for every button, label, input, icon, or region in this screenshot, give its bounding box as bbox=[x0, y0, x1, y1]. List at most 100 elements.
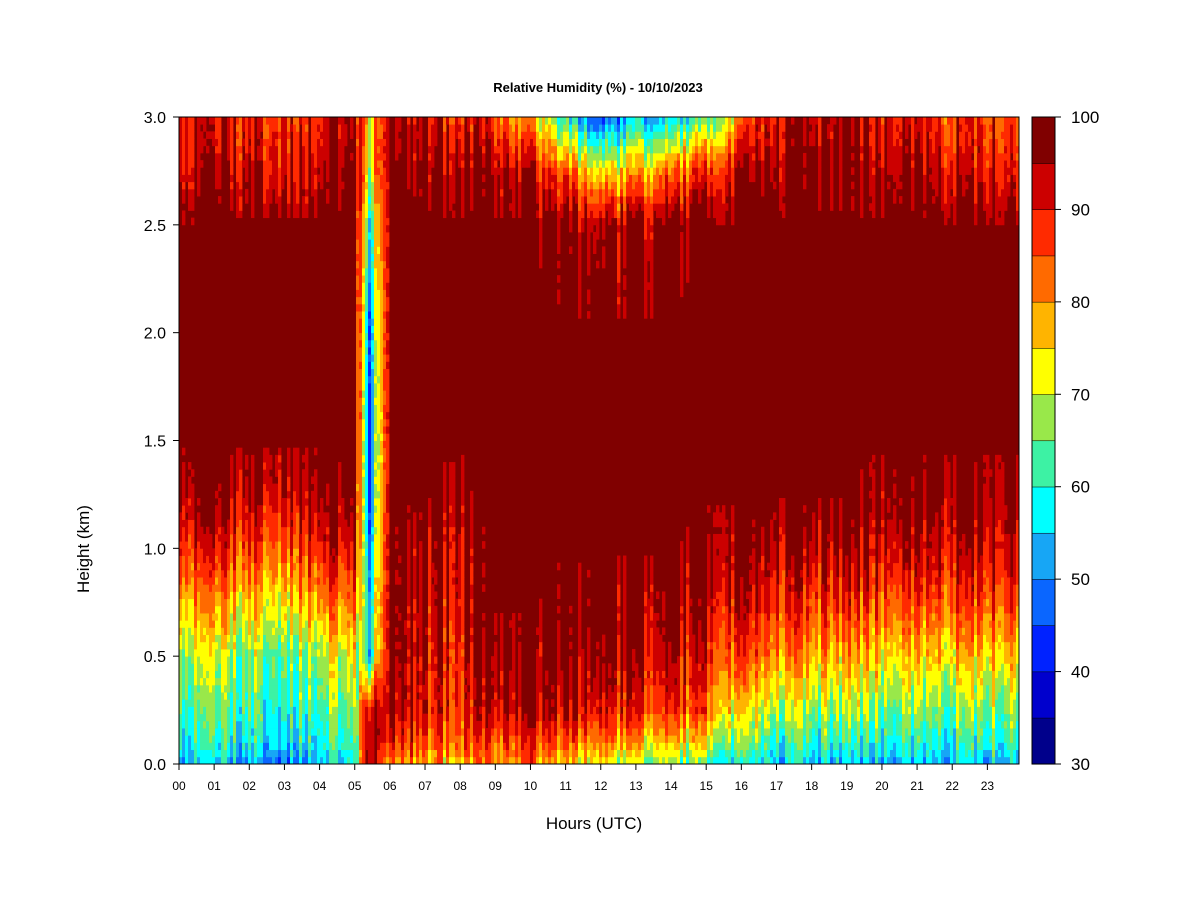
heatmap-cell bbox=[251, 749, 255, 758]
heatmap-cell bbox=[242, 117, 246, 125]
heatmap-cell bbox=[419, 720, 423, 729]
heatmap-cell bbox=[239, 692, 243, 700]
heatmap-cell bbox=[251, 203, 255, 211]
heatmap-cell bbox=[230, 584, 234, 592]
heatmap-cell bbox=[200, 627, 204, 635]
heatmap-cell bbox=[308, 634, 312, 643]
heatmap-cell bbox=[248, 684, 252, 693]
heatmap-cell bbox=[233, 749, 237, 758]
heatmap-cell bbox=[557, 620, 561, 628]
heatmap-cell bbox=[365, 260, 369, 269]
heatmap-cell bbox=[260, 138, 264, 147]
heatmap-cell bbox=[257, 713, 261, 722]
heatmap-cell bbox=[371, 598, 375, 607]
heatmap-cell bbox=[266, 562, 270, 571]
heatmap-cell bbox=[338, 656, 342, 664]
heatmap-cell bbox=[446, 720, 450, 729]
heatmap-cell bbox=[224, 735, 228, 743]
heatmap-cell bbox=[455, 677, 459, 686]
heatmap-cell bbox=[275, 160, 279, 168]
heatmap-cell bbox=[305, 145, 309, 154]
heatmap-cell bbox=[353, 577, 357, 585]
heatmap-cell bbox=[545, 670, 549, 679]
heatmap-cell bbox=[320, 605, 324, 614]
heatmap-cell bbox=[287, 462, 291, 470]
heatmap-cell bbox=[185, 167, 189, 175]
heatmap-cell bbox=[218, 498, 222, 506]
heatmap-cell bbox=[227, 605, 231, 614]
heatmap-cell bbox=[296, 131, 300, 139]
heatmap-cell bbox=[359, 648, 363, 657]
heatmap-cell bbox=[275, 533, 279, 542]
heatmap-cell bbox=[182, 713, 186, 722]
heatmap-cell bbox=[461, 648, 465, 657]
heatmap-cell bbox=[491, 138, 495, 147]
heatmap-cell bbox=[251, 627, 255, 635]
heatmap-cell bbox=[272, 648, 276, 657]
heatmap-cell bbox=[299, 648, 303, 657]
heatmap-cell bbox=[365, 569, 369, 578]
heatmap-cell bbox=[461, 634, 465, 643]
heatmap-cell bbox=[464, 720, 468, 729]
heatmap-cell bbox=[518, 181, 522, 190]
heatmap-cell bbox=[260, 613, 264, 621]
heatmap-cell bbox=[371, 368, 375, 377]
heatmap-cell bbox=[293, 562, 297, 571]
heatmap-cell bbox=[365, 275, 369, 283]
heatmap-cell bbox=[251, 196, 255, 204]
heatmap-cell bbox=[233, 548, 237, 556]
heatmap-cell bbox=[278, 203, 282, 211]
heatmap-cell bbox=[278, 181, 282, 190]
heatmap-cell bbox=[383, 447, 387, 456]
heatmap-cell bbox=[338, 562, 342, 571]
heatmap-cell bbox=[293, 641, 297, 650]
heatmap-cell bbox=[536, 117, 540, 125]
heatmap-cell bbox=[209, 598, 213, 607]
heatmap-cell bbox=[227, 138, 231, 147]
heatmap-cell bbox=[362, 692, 366, 700]
heatmap-cell bbox=[269, 124, 273, 132]
heatmap-cell bbox=[362, 260, 366, 269]
heatmap-cell bbox=[503, 138, 507, 147]
heatmap-cell bbox=[257, 512, 261, 520]
heatmap-cell bbox=[452, 188, 456, 197]
heatmap-cell bbox=[383, 397, 387, 405]
heatmap-cell bbox=[248, 713, 252, 722]
heatmap-cell bbox=[269, 541, 273, 549]
heatmap-cell bbox=[329, 749, 333, 758]
heatmap-cell bbox=[308, 670, 312, 679]
heatmap-cell bbox=[371, 210, 375, 219]
heatmap-cell bbox=[386, 433, 390, 441]
heatmap-cell bbox=[482, 613, 486, 621]
heatmap-cell bbox=[278, 742, 282, 751]
heatmap-cell bbox=[209, 663, 213, 671]
heatmap-cell bbox=[188, 598, 192, 607]
heatmap-cell bbox=[311, 526, 315, 535]
heatmap-cell bbox=[242, 663, 246, 671]
heatmap-cell bbox=[443, 648, 447, 657]
heatmap-cell bbox=[236, 648, 240, 657]
heatmap-cell bbox=[245, 124, 249, 132]
heatmap-cell bbox=[410, 756, 414, 764]
heatmap-cell bbox=[407, 562, 411, 571]
heatmap-cell bbox=[368, 562, 372, 571]
heatmap-cell bbox=[302, 541, 306, 549]
heatmap-cell bbox=[269, 620, 273, 628]
heatmap-cell bbox=[338, 490, 342, 499]
heatmap-cell bbox=[203, 533, 207, 542]
heatmap-cell bbox=[449, 584, 453, 592]
heatmap-cell bbox=[332, 605, 336, 614]
heatmap-cell bbox=[512, 152, 516, 161]
heatmap-cell bbox=[341, 742, 345, 751]
heatmap-cell bbox=[242, 756, 246, 764]
heatmap-cell bbox=[350, 591, 354, 600]
heatmap-cell bbox=[275, 598, 279, 607]
heatmap-cell bbox=[455, 598, 459, 607]
heatmap-cell bbox=[200, 526, 204, 535]
heatmap-cell bbox=[473, 720, 477, 729]
heatmap-cell bbox=[368, 447, 372, 456]
heatmap-cell bbox=[467, 742, 471, 751]
heatmap-cell bbox=[377, 462, 381, 470]
heatmap-cell bbox=[536, 131, 540, 139]
heatmap-cell bbox=[302, 526, 306, 535]
